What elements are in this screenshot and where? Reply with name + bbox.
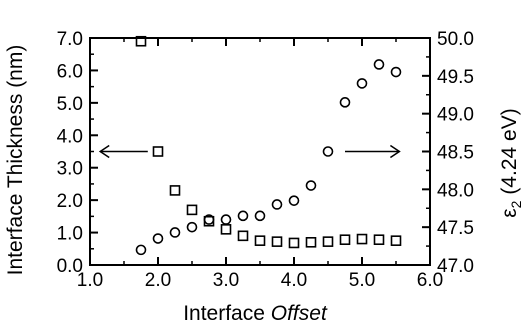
square-marker <box>220 224 232 235</box>
square-marker <box>373 234 385 246</box>
circle-marker <box>220 214 232 225</box>
circle-marker <box>288 195 300 206</box>
circle-marker <box>373 59 385 70</box>
right-y-tick-label: 47.0 <box>437 256 474 277</box>
left-y-tick-label: 6.0 <box>57 61 83 82</box>
left-y-axis-ticks: 0.0 1.0 2.0 3.0 4.0 5.0 6.0 7.0 <box>57 29 98 277</box>
right-y-axis-ticks: 47.0 47.5 48.0 48.5 49.0 49.5 50.0 <box>422 29 474 277</box>
right-y-axis-subscript: 2 <box>508 200 524 208</box>
circle-marker <box>322 146 334 157</box>
circle-marker <box>152 233 164 244</box>
left-y-tick-label: 1.0 <box>57 224 83 245</box>
circle-marker <box>203 214 215 225</box>
square-marker <box>186 204 198 216</box>
circle-marker <box>169 227 181 238</box>
right-y-tick-label: 50.0 <box>437 29 474 50</box>
right-y-tick-label: 49.5 <box>437 67 474 88</box>
left-y-tick-label: 3.0 <box>57 159 83 180</box>
x-tick-label: 5.0 <box>349 270 375 291</box>
x-axis-title: Interface Offset <box>183 302 328 325</box>
circle-marker <box>305 180 317 191</box>
arrow-annotations <box>98 144 401 159</box>
circle-marker <box>390 66 402 78</box>
right-y-axis-symbol: ε <box>498 208 521 217</box>
x-tick-label: 4.0 <box>281 270 307 291</box>
left-y-axis-title: Interface Thickness (nm) <box>4 45 27 276</box>
circle-marker <box>135 244 147 256</box>
x-axis-title-emphasis: Offset <box>271 302 328 325</box>
x-tick-label: 1.0 <box>77 270 103 291</box>
x-axis-ticks: 1.0 2.0 3.0 4.0 5.0 6.0 <box>77 38 443 291</box>
square-marker <box>254 235 266 246</box>
right-y-tick-label: 48.5 <box>437 143 474 164</box>
left-y-tick-label: 4.0 <box>57 126 83 147</box>
left-y-tick-label: 2.0 <box>57 191 83 212</box>
left-y-tick-label: 5.0 <box>57 94 83 115</box>
circle-marker <box>356 78 368 89</box>
square-marker <box>237 230 249 242</box>
left-arrow-head <box>98 144 110 159</box>
x-tick-label: 2.0 <box>145 270 171 291</box>
circle-marker <box>254 210 266 222</box>
right-arrow-head <box>389 144 401 159</box>
x-axis-title-prefix: Interface <box>183 302 271 325</box>
square-marker <box>322 236 334 247</box>
square-marker <box>339 234 351 246</box>
square-marker <box>135 35 147 47</box>
x-tick-label: 3.0 <box>213 270 239 291</box>
square-marker <box>271 236 283 247</box>
right-y-axis-rest: (4.24 eV) <box>498 108 521 200</box>
left-y-tick-label: 0.0 <box>57 256 83 277</box>
data-marks <box>135 35 402 256</box>
square-marker <box>305 237 317 248</box>
left-y-tick-label: 7.0 <box>57 29 83 50</box>
right-y-tick-label: 47.5 <box>437 218 474 239</box>
square-marker <box>356 233 368 245</box>
square-marker <box>390 235 402 246</box>
circle-marker <box>237 210 249 222</box>
right-y-tick-label: 48.0 <box>437 180 474 201</box>
x-tick-label: 6.0 <box>417 270 443 291</box>
square-marker <box>288 237 300 249</box>
circle-marker <box>271 199 283 210</box>
circle-marker <box>339 97 351 108</box>
square-marker <box>152 146 164 157</box>
right-y-axis-title: ε2 (4.24 eV) <box>498 108 524 217</box>
square-marker <box>169 185 181 196</box>
circle-marker <box>186 221 198 233</box>
right-y-tick-label: 49.0 <box>437 105 474 126</box>
